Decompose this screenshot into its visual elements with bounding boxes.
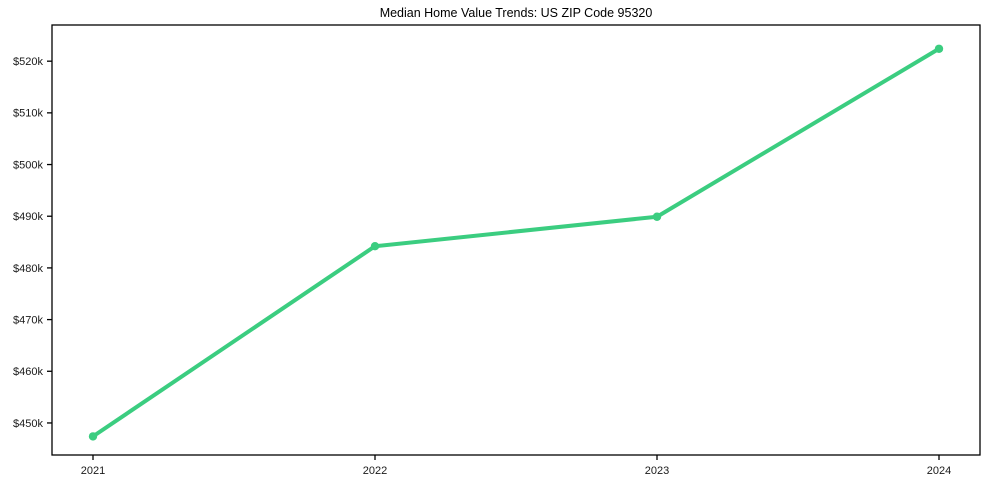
y-tick-label: $480k	[13, 263, 43, 275]
plot-border	[51, 24, 981, 456]
y-tick-label: $490k	[13, 211, 43, 223]
y-tick-label: $470k	[13, 314, 43, 326]
x-tick-label: 2023	[645, 465, 669, 477]
x-tick-label: 2022	[363, 465, 387, 477]
x-tick-label: 2024	[927, 465, 951, 477]
chart-title: Median Home Value Trends: US ZIP Code 95…	[379, 6, 653, 20]
trend-line	[91, 46, 941, 439]
y-tick-label: $460k	[13, 366, 43, 378]
y-tick-label: $520k	[13, 56, 43, 68]
data-point	[88, 432, 98, 441]
data-point	[370, 242, 380, 251]
data-point	[652, 212, 662, 221]
x-tick-label: 2021	[81, 465, 105, 477]
y-tick-label: $450k	[13, 418, 43, 430]
y-tick-label: $510k	[13, 108, 43, 120]
y-tick-label: $500k	[13, 159, 43, 171]
data-point	[934, 44, 944, 53]
